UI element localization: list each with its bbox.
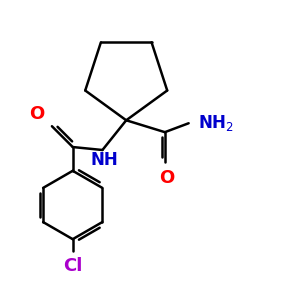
Text: NH: NH — [90, 152, 118, 169]
Text: O: O — [159, 169, 174, 187]
Text: Cl: Cl — [63, 257, 83, 275]
Text: O: O — [29, 105, 44, 123]
Text: NH$_2$: NH$_2$ — [198, 113, 233, 133]
